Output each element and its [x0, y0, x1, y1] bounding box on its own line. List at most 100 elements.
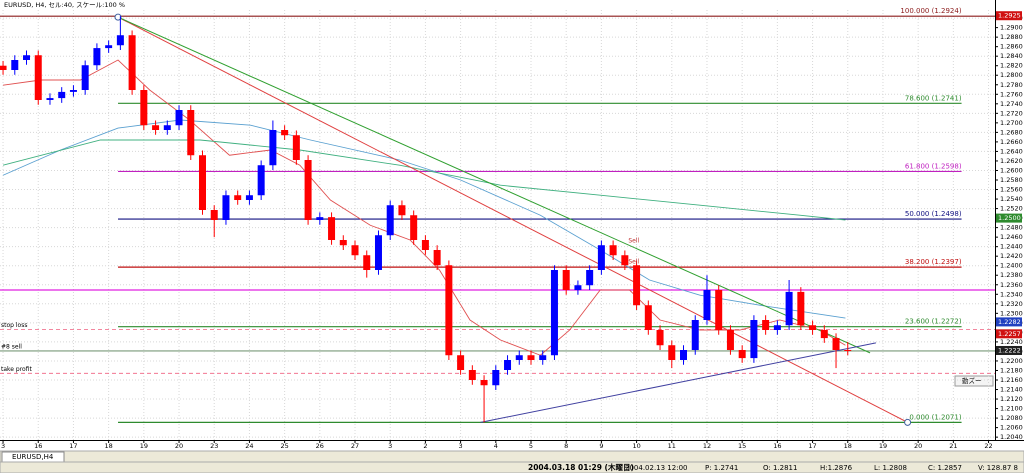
x-tick-label: 3 [388, 442, 392, 450]
candle-body [586, 270, 594, 286]
candle-body [703, 290, 711, 320]
moving-average [2, 59, 846, 356]
candle-body [128, 35, 136, 90]
x-tick-label: 22 [984, 442, 992, 450]
y-tick-label: 1.2660 [1000, 138, 1023, 146]
zoom-label[interactable]: 動ズー [962, 376, 982, 385]
candle-body [527, 355, 535, 360]
y-tick-label: 1.2740 [1000, 100, 1023, 108]
candle-body [656, 330, 664, 346]
status-field: O: 1.2811 [763, 464, 797, 472]
candle-body [234, 195, 242, 200]
x-tick-label: 25 [280, 442, 288, 450]
candle-body [539, 355, 547, 360]
candle-body [222, 195, 230, 220]
chart-title: EURUSD, H4, セル:40, スケール:100 % [4, 1, 125, 9]
x-tick-label: 2 [423, 442, 427, 450]
y-tick-label: 1.2560 [1000, 186, 1023, 194]
x-tick-label: 19 [879, 442, 887, 450]
candle-body [163, 125, 171, 130]
candle-body [504, 360, 512, 370]
candle-body [210, 210, 218, 220]
line-label: stop loss [1, 322, 27, 329]
trend-line [117, 16, 908, 423]
price-tag-label: 1.2257 [998, 330, 1021, 338]
candle-body [93, 48, 101, 66]
candle-body [304, 160, 312, 220]
x-tick-label: 9 [599, 442, 603, 450]
candle-body [773, 325, 781, 330]
price-tag-label: 1.2925 [998, 12, 1021, 20]
annotation: Sell [628, 237, 639, 244]
x-tick-label: 24 [245, 442, 253, 450]
fib-label: 78.600 (1.2741) [905, 94, 962, 102]
y-tick-label: 1.2720 [1000, 109, 1023, 117]
price-tag [996, 317, 1022, 327]
x-tick-label: 20 [914, 442, 922, 450]
candle-body [0, 65, 7, 70]
x-tick-label: 15 [738, 442, 746, 450]
x-tick-label: 5 [529, 442, 533, 450]
candle-body [116, 35, 124, 46]
candle-body [69, 90, 77, 92]
y-tick-label: 1.2380 [1000, 271, 1023, 279]
candle-body [198, 155, 206, 210]
line-label: take profit [1, 366, 32, 373]
annotation: Sell [628, 258, 639, 265]
candle-body [257, 165, 265, 196]
candle-body [644, 305, 652, 330]
candle-body [691, 320, 699, 350]
candle-body [46, 98, 54, 100]
price-tag [996, 329, 1022, 339]
status-field: 2004.02.13 12:00 [625, 464, 687, 472]
status-field: C: 1.2857 [928, 464, 962, 472]
candle-body [832, 338, 840, 350]
y-tick-label: 1.2840 [1000, 52, 1023, 60]
y-tick-label: 1.2140 [1000, 386, 1023, 394]
anchor-point [114, 13, 122, 21]
candle-body [433, 250, 441, 266]
candle-body [738, 350, 746, 359]
candle-body [844, 350, 852, 351]
price-tag [996, 11, 1022, 21]
tab-bar [0, 450, 1024, 463]
y-tick-label: 1.2680 [1000, 128, 1023, 136]
candle-body [374, 235, 382, 270]
candle-body [468, 370, 476, 380]
candle-body [58, 91, 66, 99]
status-field: L: 1.2808 [874, 464, 907, 472]
candle-body [363, 255, 371, 270]
y-tick-label: 1.2600 [1000, 166, 1023, 174]
y-tick-label: 1.2700 [1000, 119, 1023, 127]
candle-body [316, 217, 324, 220]
zoom-button[interactable] [954, 375, 994, 387]
candle-body [785, 291, 793, 326]
candle-body [410, 215, 418, 240]
y-tick-label: 1.2620 [1000, 157, 1023, 165]
y-tick-label: 1.2860 [1000, 43, 1023, 51]
candle-body [351, 245, 359, 256]
status-field: H:1.2876 [820, 464, 853, 472]
candle-body [34, 55, 42, 100]
x-tick-label: 3 [1, 442, 5, 450]
fib-label: 61.800 (1.2598) [905, 162, 962, 170]
tab-label[interactable]: EURUSD,H4 [12, 453, 54, 461]
candle-body [269, 130, 277, 166]
candle-body [609, 245, 617, 256]
fib-label: 38.200 (1.2397) [905, 258, 962, 266]
candle-body [245, 195, 253, 200]
candle-body [445, 265, 453, 356]
candle-body [680, 350, 688, 360]
candle-body [515, 355, 523, 360]
y-tick-label: 1.2880 [1000, 33, 1023, 41]
x-tick-label: 23 [210, 442, 218, 450]
y-tick-label: 1.2520 [1000, 205, 1023, 213]
moving-average [2, 139, 846, 221]
candle-body [11, 60, 19, 70]
y-tick-label: 1.2100 [1000, 405, 1023, 413]
candle-body [105, 45, 113, 49]
x-tick-label: 20 [175, 442, 183, 450]
y-tick-label: 1.2800 [1000, 71, 1023, 79]
moving-average [2, 119, 846, 319]
